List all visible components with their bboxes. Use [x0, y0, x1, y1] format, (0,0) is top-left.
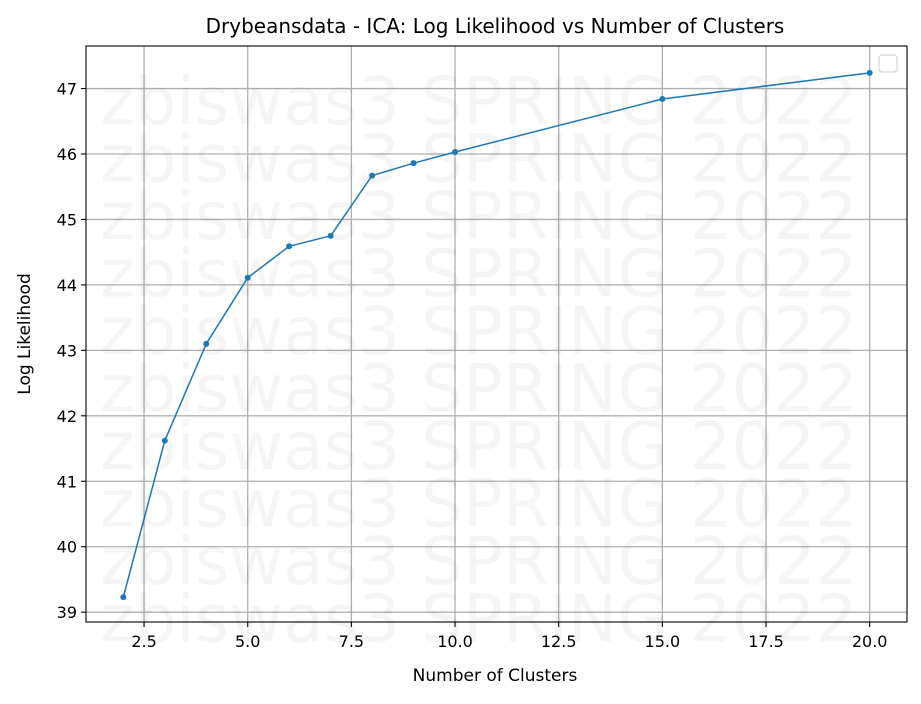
watermark-line: zbiswas3 SPRING 2022: [100, 293, 858, 370]
watermark-line: zbiswas3 SPRING 2022: [100, 121, 858, 198]
x-tick-label: 17.5: [748, 632, 784, 651]
watermark-line: zbiswas3 SPRING 2022: [100, 178, 858, 255]
legend-box: [878, 54, 898, 73]
watermark-line: zbiswas3 SPRING 2022: [100, 351, 858, 428]
watermark-line: zbiswas3 SPRING 2022: [100, 466, 858, 543]
data-point: [659, 96, 666, 103]
x-tick-label: 2.5: [131, 632, 156, 651]
data-point: [410, 160, 417, 167]
x-tick-label: 10.0: [437, 632, 473, 651]
data-point: [866, 69, 873, 76]
x-tick-label: 12.5: [541, 632, 577, 651]
axes: [85, 45, 908, 623]
y-tick-label: 41: [57, 472, 77, 491]
data-point: [452, 149, 459, 156]
x-tick-label: 15.0: [645, 632, 681, 651]
data-point: [327, 232, 334, 239]
watermark-line: zbiswas3 SPRING 2022: [100, 581, 858, 658]
y-tick-label: 46: [57, 145, 77, 164]
y-tick-label: 44: [57, 276, 77, 295]
x-tick-label: 7.5: [339, 632, 364, 651]
y-tick-label: 39: [57, 603, 77, 622]
plot-frame: [85, 45, 908, 623]
x-tick-label: 5.0: [235, 632, 260, 651]
y-tick-label: 42: [57, 407, 77, 426]
data-point: [369, 172, 376, 179]
watermark-line: zbiswas3 SPRING 2022: [100, 236, 858, 313]
watermark-line: zbiswas3 SPRING 2022: [100, 63, 858, 140]
series-group: [120, 69, 873, 601]
data-point: [161, 437, 168, 444]
watermark-line: zbiswas3 SPRING 2022: [100, 408, 858, 485]
y-tick-label: 43: [57, 341, 77, 360]
data-point: [286, 243, 293, 250]
y-axis-title: Log Likelihood: [15, 273, 35, 394]
ticks: 2.5 5.0 7.5 10.0 12.5 15.0 17.5 20.0 39 40 41 42 43 4…: [57, 80, 888, 651]
x-tick-label: 20.0: [852, 632, 888, 651]
y-tick-label: 45: [57, 210, 77, 229]
data-point: [203, 340, 210, 347]
x-axis-title: Number of Clusters: [413, 666, 578, 686]
y-tick-label: 40: [57, 538, 77, 557]
grid-lines: [86, 46, 907, 622]
y-tick-label: 47: [57, 80, 77, 99]
watermark-line: zbiswas3 SPRING 2022: [100, 523, 858, 600]
data-point: [244, 274, 251, 281]
data-point: [120, 594, 127, 601]
chart-title: Drybeansdata - ICA: Log Likelihood vs Nu…: [206, 14, 785, 38]
